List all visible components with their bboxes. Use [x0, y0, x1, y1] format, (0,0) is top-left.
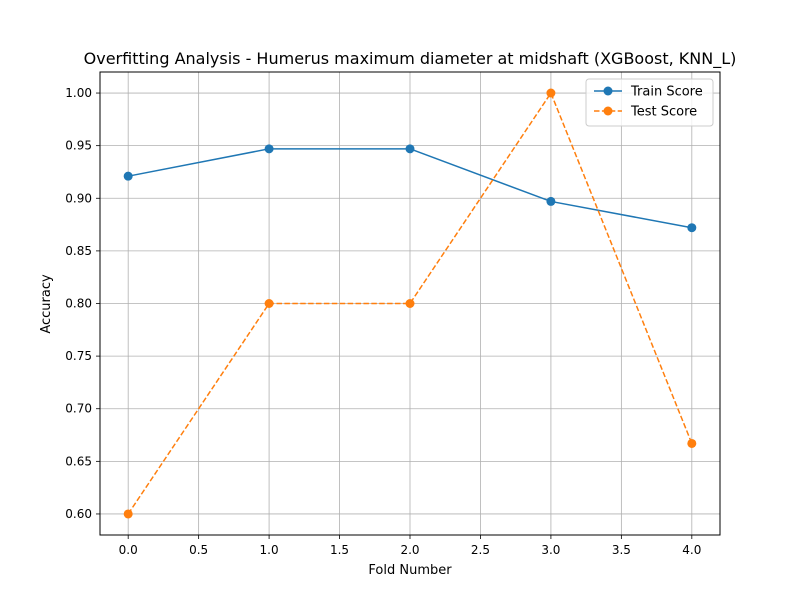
y-tick-label: 1.00 [65, 86, 92, 100]
x-tick-label: 3.5 [612, 543, 631, 557]
legend: Train Score Test Score [585, 78, 714, 127]
x-axis-label: Fold Number [368, 563, 452, 578]
legend-train-score-marker [603, 86, 613, 96]
train-score-point [546, 196, 556, 206]
x-tick-label: 2.0 [400, 543, 419, 557]
train-score-point [264, 144, 274, 154]
axis-ticks: 0.0 0.5 1.0 1.5 2.0 2.5 3.0 3.5 4.0 0.60 0.65 0.70 0… [65, 86, 701, 557]
y-tick-label: 0.90 [65, 191, 92, 205]
test-score-point [123, 509, 133, 519]
test-score-point [687, 438, 697, 448]
chart-title: Overfitting Analysis - Humerus maximum d… [84, 49, 737, 69]
y-tick-label: 0.80 [65, 297, 92, 311]
train-score-point [687, 223, 697, 233]
x-tick-label: 0.0 [119, 543, 138, 557]
x-tick-label: 1.5 [330, 543, 349, 557]
x-tick-label: 0.5 [189, 543, 208, 557]
test-score-point [546, 88, 556, 98]
test-score-line [127, 92, 693, 515]
legend-train-score-label: Train Score [630, 85, 703, 100]
y-tick-label: 0.65 [65, 454, 92, 468]
test-score-point [405, 299, 415, 308]
legend-test-score-label: Test Score [630, 105, 697, 120]
plot-series [123, 88, 697, 519]
legend-test-score-marker [603, 106, 613, 116]
x-tick-label: 4.0 [682, 543, 701, 557]
x-tick-label: 1.0 [260, 543, 279, 557]
train-score-point [405, 144, 415, 154]
y-tick-label: 0.60 [65, 507, 92, 521]
y-axis-label: Accuracy [39, 274, 54, 334]
y-tick-label: 0.95 [65, 139, 92, 153]
y-tick-label: 0.75 [65, 349, 92, 363]
x-tick-label: 2.5 [471, 543, 490, 557]
y-tick-label: 0.70 [65, 402, 92, 416]
train-score-point [123, 171, 133, 181]
test-score-point [264, 299, 274, 308]
x-tick-label: 3.0 [541, 543, 560, 557]
y-tick-label: 0.85 [65, 244, 92, 258]
